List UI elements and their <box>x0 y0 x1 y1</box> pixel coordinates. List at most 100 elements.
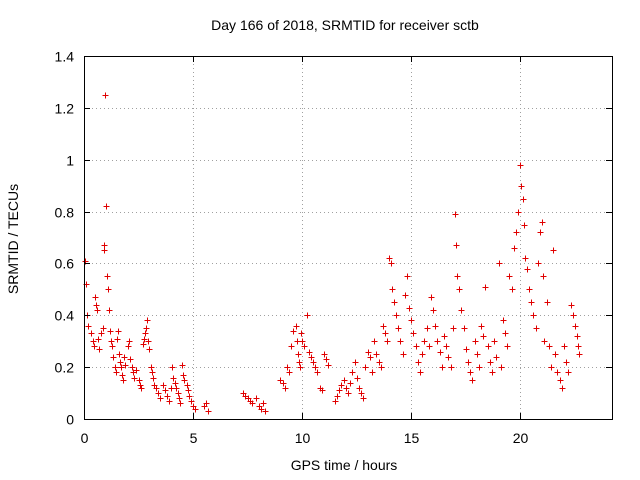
data-point <box>563 359 570 366</box>
data-point <box>576 351 583 358</box>
data-point <box>93 302 100 309</box>
data-points <box>82 92 583 415</box>
data-point <box>521 222 528 229</box>
data-point <box>393 312 400 319</box>
data-point <box>371 338 378 345</box>
data-point <box>472 338 479 345</box>
data-point <box>400 351 407 358</box>
data-point <box>402 292 409 299</box>
data-point <box>463 346 470 353</box>
data-point <box>290 328 297 335</box>
data-point <box>485 343 492 350</box>
data-point <box>575 343 582 350</box>
data-point <box>185 387 192 394</box>
data-point <box>347 380 354 387</box>
data-point <box>103 203 110 210</box>
data-point <box>352 359 359 366</box>
data-point <box>461 325 468 332</box>
x-tick-label: 20 <box>513 430 529 446</box>
data-point <box>415 359 422 366</box>
data-point <box>509 286 516 293</box>
data-point <box>528 299 535 306</box>
data-point <box>410 330 417 337</box>
data-point <box>203 400 210 407</box>
data-point <box>354 375 361 382</box>
data-point <box>258 406 265 413</box>
data-point <box>386 255 393 262</box>
data-point <box>108 338 115 345</box>
data-point <box>408 317 415 324</box>
data-point <box>293 323 300 330</box>
series-srmtid <box>82 92 583 415</box>
data-point <box>341 377 348 384</box>
data-point <box>145 338 152 345</box>
data-point <box>85 323 92 330</box>
data-point <box>192 406 199 413</box>
data-point <box>172 380 179 387</box>
data-point <box>116 351 123 358</box>
data-point <box>450 325 457 332</box>
data-point <box>143 325 150 332</box>
data-point <box>146 346 153 353</box>
data-point <box>126 338 133 345</box>
data-point <box>480 333 487 340</box>
data-point <box>369 369 376 376</box>
data-point <box>181 377 188 384</box>
x-tick-label: 5 <box>190 430 198 446</box>
data-point <box>288 343 295 350</box>
data-point <box>544 299 551 306</box>
y-tick-label: 0.6 <box>55 256 75 272</box>
x-tick-label: 15 <box>404 430 420 446</box>
data-point <box>117 359 124 366</box>
data-point <box>448 364 455 371</box>
data-point <box>349 369 356 376</box>
data-point <box>249 400 256 407</box>
data-point <box>121 354 128 361</box>
data-point <box>319 387 326 394</box>
data-point <box>574 333 581 340</box>
data-point <box>572 323 579 330</box>
data-point <box>498 364 505 371</box>
data-point <box>122 362 129 369</box>
data-point <box>120 377 127 384</box>
data-point <box>380 323 387 330</box>
data-point <box>526 286 533 293</box>
data-point <box>358 390 365 397</box>
data-point <box>325 362 332 369</box>
data-point <box>561 343 568 350</box>
data-point <box>533 325 540 332</box>
data-point <box>541 338 548 345</box>
data-point <box>184 382 191 389</box>
data-point <box>106 307 113 314</box>
data-point <box>129 364 136 371</box>
data-point <box>426 343 433 350</box>
data-point <box>308 354 315 361</box>
data-point <box>295 351 302 358</box>
data-point <box>535 260 542 267</box>
data-point <box>406 305 413 312</box>
data-point <box>421 338 428 345</box>
data-point <box>306 349 313 356</box>
data-point <box>478 323 485 330</box>
data-point <box>312 364 319 371</box>
data-point <box>491 338 498 345</box>
y-tick-label: 0.8 <box>55 205 75 221</box>
data-point <box>443 343 450 350</box>
data-point <box>297 364 304 371</box>
data-point <box>277 377 284 384</box>
data-point <box>166 398 173 405</box>
data-point <box>136 377 143 384</box>
data-point <box>334 393 341 400</box>
data-point <box>413 343 420 350</box>
data-point <box>282 385 289 392</box>
data-point <box>465 359 472 366</box>
data-point <box>552 351 559 358</box>
data-point <box>428 294 435 301</box>
axes: 0 0.2 0.4 0.6 0.8 1 1.2 1.4 0 5 10 15 20 <box>55 49 613 446</box>
data-point <box>102 92 109 99</box>
data-point <box>554 369 561 376</box>
data-point <box>338 382 345 389</box>
data-point <box>173 385 180 392</box>
data-point <box>162 387 169 394</box>
